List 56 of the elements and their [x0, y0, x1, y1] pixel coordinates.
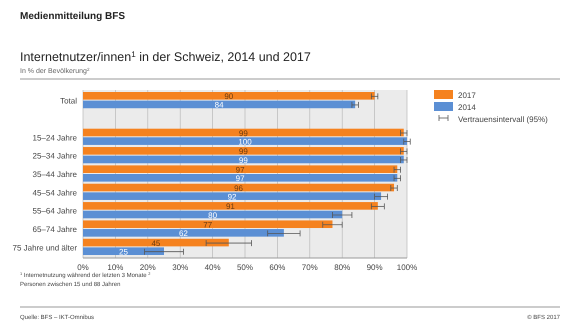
data-label: 92 — [228, 192, 238, 202]
bar — [83, 210, 342, 218]
x-tick-label: 100% — [396, 263, 418, 272]
data-label: 80 — [208, 210, 218, 220]
y-tick-label: 55–64 Jahre — [32, 206, 78, 216]
data-label: 84 — [214, 100, 224, 110]
bar — [83, 174, 398, 182]
x-tick-label: 10% — [107, 263, 124, 272]
x-tick-label: 50% — [236, 263, 254, 272]
bar — [83, 137, 407, 145]
data-label: 96 — [234, 184, 244, 193]
x-tick-label: 30% — [172, 263, 188, 272]
text: Vertrauensintervall (95%) — [458, 115, 548, 124]
data-label: 91 — [226, 202, 236, 212]
bar — [83, 184, 394, 192]
data-label: 97 — [236, 165, 246, 174]
data-label: 99 — [238, 156, 248, 165]
x-tick-label: 0% — [77, 263, 89, 272]
y-tick-label: Total — [60, 96, 78, 106]
x-tick-label: 80% — [334, 263, 350, 272]
bar — [83, 100, 356, 108]
bar — [83, 128, 404, 136]
text: Medienmitteilung BFS — [20, 11, 126, 22]
bar — [83, 92, 375, 100]
y-tick-label: 45–54 Jahre — [32, 188, 78, 198]
x-tick-label: 90% — [366, 263, 383, 272]
bar — [83, 147, 404, 155]
bar — [83, 202, 378, 210]
y-tick-label: 75 Jahre und älter — [12, 243, 78, 252]
x-tick-label: 20% — [140, 263, 156, 272]
bar — [83, 247, 164, 255]
data-label: 25 — [119, 247, 128, 256]
x-tick-label: 40% — [204, 263, 221, 272]
bar — [83, 238, 229, 246]
data-label: 100 — [238, 137, 252, 146]
y-tick-label: 65–74 Jahre — [32, 225, 78, 234]
bar — [83, 229, 284, 237]
bar — [83, 220, 332, 228]
data-label: 90 — [224, 92, 234, 102]
x-tick-label: 60% — [269, 263, 286, 272]
legend-label: 2014 — [458, 103, 476, 112]
y-tick-label: 35–44 Jahre — [32, 170, 78, 179]
y-tick-label: 15–24 Jahre — [32, 133, 78, 142]
x-tick-label: 70% — [302, 263, 318, 272]
bar — [83, 192, 382, 200]
data-label: 77 — [203, 220, 213, 230]
bar — [83, 156, 404, 164]
data-label: 62 — [178, 229, 188, 238]
data-label: 99 — [238, 147, 248, 156]
data-label: 97 — [236, 174, 246, 184]
bar — [83, 165, 398, 173]
y-tick-label: 25–34 Jahre — [32, 152, 78, 161]
data-label: 99 — [238, 128, 248, 138]
legend-label: 2017 — [458, 91, 476, 100]
chart-title: Internetnutzer/innen$^{1}$ in der Schweiz, 2014 und 2017 — [20, 50, 311, 64]
data-label: 45 — [151, 238, 161, 248]
